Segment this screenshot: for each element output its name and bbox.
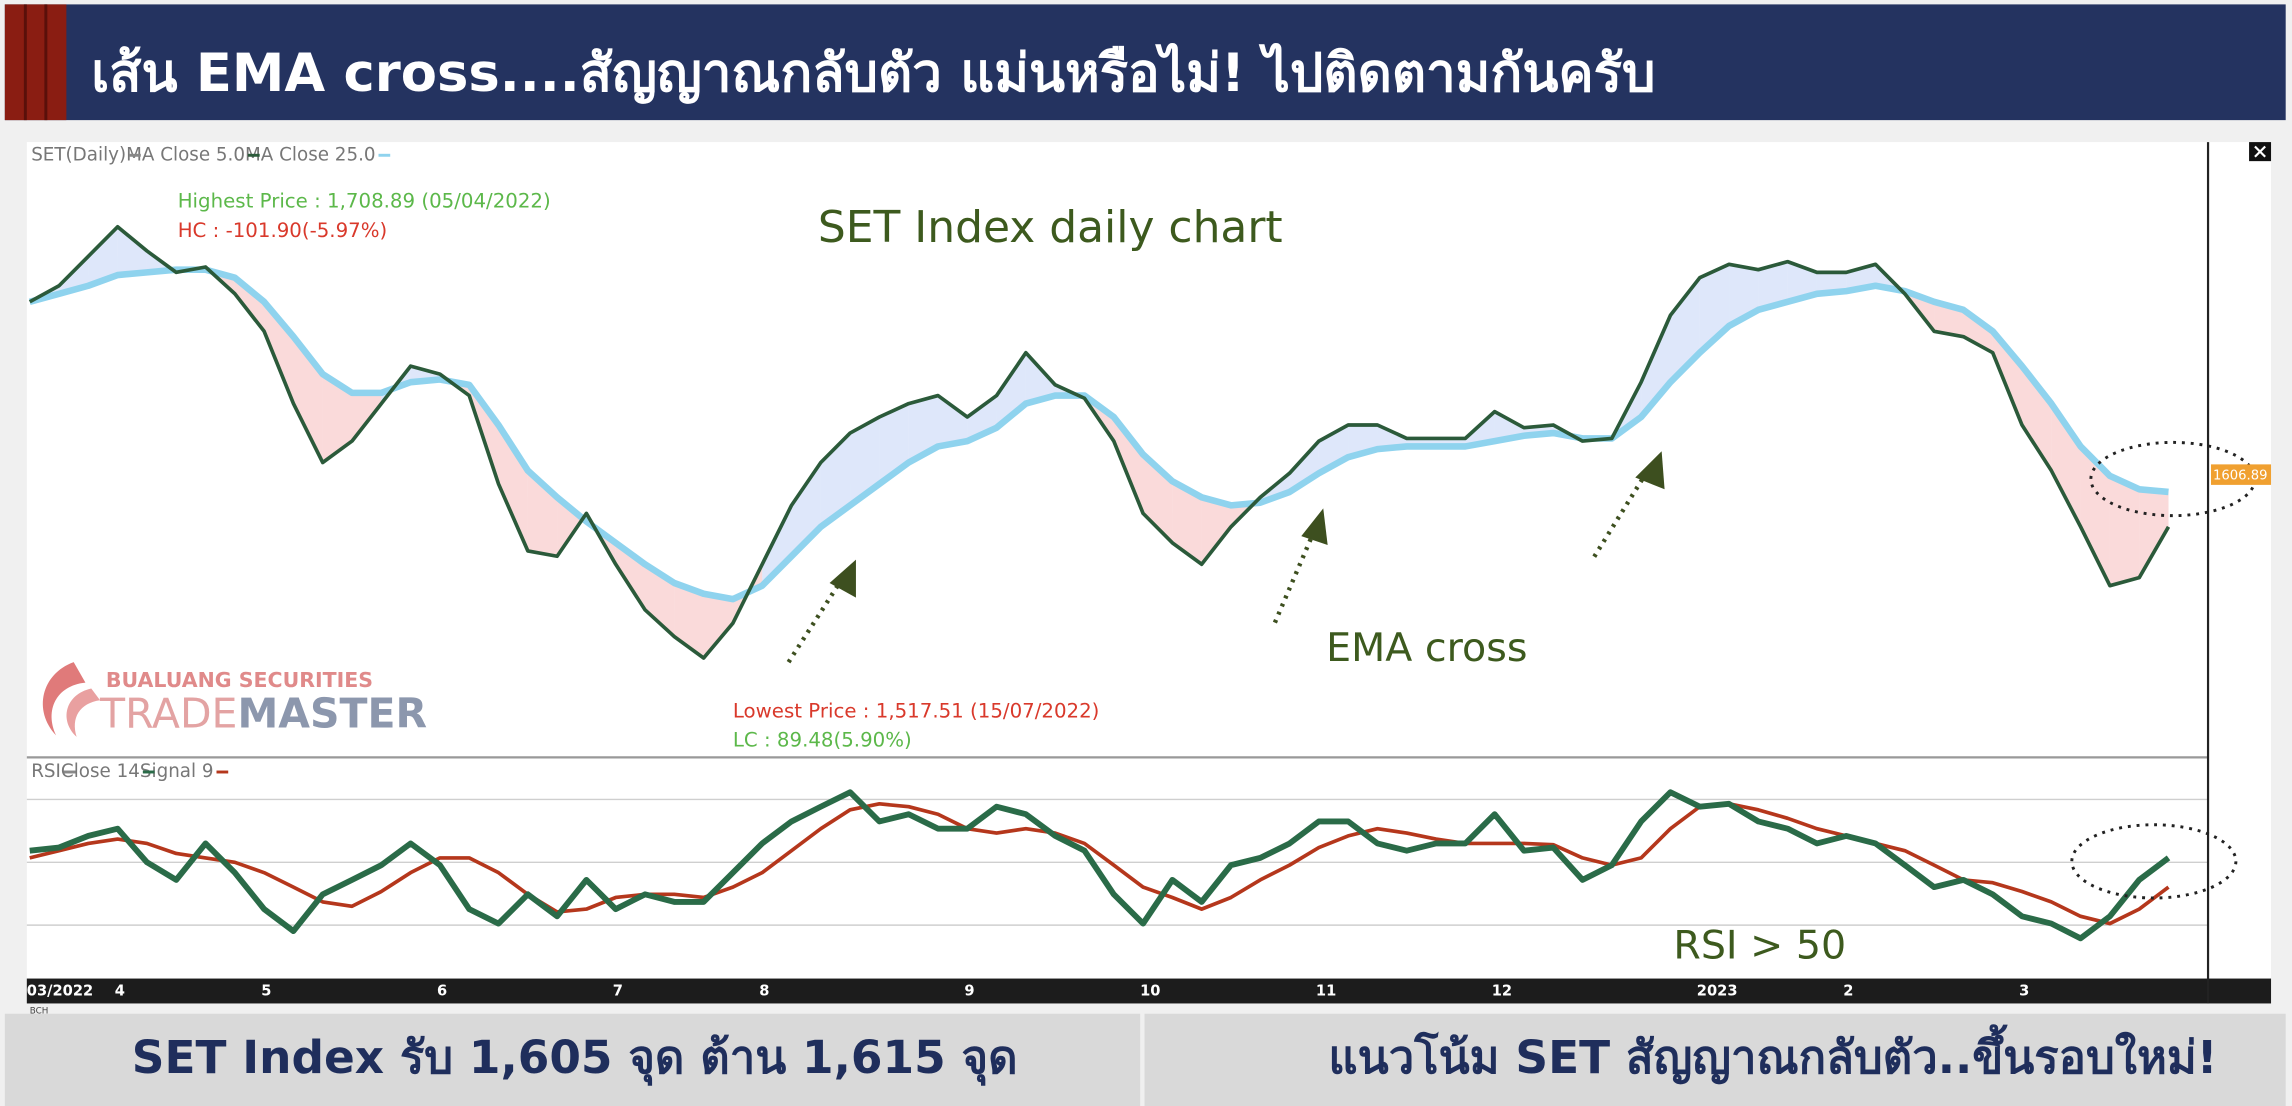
x-tick-label: 8 [759, 983, 769, 1000]
ema-gap-fill [322, 374, 353, 463]
arrow-head [1635, 451, 1665, 490]
x-axis-band [26, 978, 2272, 1004]
x-tick-label: 2023 [1697, 983, 1738, 1000]
x-tick-label: 5 [261, 983, 271, 1000]
x-tick-label: 12 [1492, 983, 1512, 1000]
ema-gap-fill [234, 277, 265, 332]
header-title: เส้น EMA cross....สัญญาณกลับตัว แม่นหรือ… [91, 42, 1655, 104]
ema-gap-fill [1113, 416, 1144, 514]
header-accent [4, 4, 67, 121]
price-tag-label: 1606.89 [2213, 468, 2267, 483]
footer-left: SET Index รับ 1,605 จุด ต้าน 1,615 จุด [132, 1031, 1018, 1086]
footnote: BCH [30, 1006, 49, 1016]
x-tick-label: 10 [1140, 983, 1160, 1000]
annotation: EMA cross [1326, 625, 1527, 671]
header-bar [4, 4, 2286, 121]
arrow-head [1301, 508, 1328, 545]
ema-gap-fill [674, 583, 704, 659]
arrow-shaft [786, 578, 844, 664]
x-tick-label: 4 [115, 983, 125, 1000]
logo: BUALUANG SECURITIES TRADEMASTER [42, 662, 427, 737]
ema-gap-fill [1992, 331, 2023, 426]
ema-gap-fill [264, 301, 294, 404]
ema-gap-fill [1787, 261, 1817, 302]
ema-gap-fill [908, 395, 938, 463]
series-line [28, 266, 2169, 603]
ema-gap-fill [88, 226, 118, 286]
ema-gap-fill [703, 593, 733, 659]
ema-gap-fill [1201, 497, 1231, 565]
ema-gap-fill [645, 564, 675, 637]
x-tick-label: 9 [964, 983, 974, 1000]
footer-box [1144, 1013, 2286, 1106]
annotation: Lowest Price : 1,517.51 (15/07/2022) [733, 699, 1100, 722]
x-tick-label: 3 [2019, 983, 2029, 1000]
logo-swirl [66, 688, 101, 737]
close-icon [2254, 145, 2266, 158]
arrow-head [829, 559, 856, 598]
rsi-chart: RSIClose 14Signal 9 [26, 761, 2209, 942]
ema-gap-fill [498, 425, 528, 551]
ema-gap-fill [2051, 403, 2081, 527]
x-tick-label: 11 [1316, 983, 1336, 1000]
series-line [29, 789, 2171, 942]
ema-gap-fill [1758, 261, 1788, 310]
ema-gap-fill [1641, 315, 1671, 417]
legend-title: RSI [31, 761, 61, 782]
ema-gap-fill [937, 395, 968, 447]
logo-text: TRADEMASTER [99, 689, 427, 737]
ema-gap-fill [2109, 475, 2140, 586]
ema-gap-fill [557, 497, 587, 557]
price-tag [2210, 464, 2272, 485]
annotation: Highest Price : 1,708.89 (05/04/2022) [178, 190, 551, 213]
x-tick-label: 7 [613, 983, 623, 1000]
chart-title: SET Index daily chart [818, 202, 1283, 253]
ema-gap-fill [1816, 272, 1847, 294]
ema-gap-fill [2022, 366, 2052, 471]
footer-right: แนวโน้ม SET สัญญาณกลับตัว..ขึ้นรอบใหม่! [1328, 1024, 2217, 1084]
legend-title: SET(Daily) [31, 144, 126, 165]
ema-gap-fill [762, 505, 792, 586]
annotation: HC : -101.90(-5.97%) [178, 219, 388, 242]
arrow-heads [829, 451, 1665, 598]
ema-gap-fill [1289, 441, 1319, 492]
logo-swirl [42, 662, 86, 736]
logo-text: BUALUANG SECURITIES [106, 668, 373, 692]
series-line [29, 802, 2170, 926]
annotation: LC : 89.48(5.90%) [733, 729, 912, 752]
legend-entry: Signal 9 [140, 761, 214, 782]
ema-gap-fill [1963, 309, 1993, 353]
logo-text-a: TRADE [99, 689, 237, 737]
legend-entry: MA Close 5.0 [126, 144, 245, 165]
ema-gap-fill [2139, 489, 2169, 578]
x-tick-label: 03/2022 [27, 983, 93, 1000]
legend: RSIClose 14Signal 9 [31, 761, 213, 782]
footer-box [4, 1013, 1141, 1106]
x-tick-label: 2 [1843, 983, 1853, 1000]
price-chart: SET(Daily)MA Close 5.0MA Close 25.0 [28, 144, 2171, 660]
arrows [786, 470, 1649, 664]
ema-gap-fill [2080, 446, 2110, 586]
annotation: RSI > 50 [1673, 922, 1846, 968]
series-line [28, 225, 2171, 660]
ema-gap-fill [1377, 425, 1407, 450]
legend: SET(Daily)MA Close 5.0MA Close 25.0 [31, 144, 375, 165]
ema-gap-fill [850, 416, 880, 506]
legend-entry: MA Close 25.0 [245, 144, 376, 165]
legend-entry: Close 14 [61, 761, 140, 782]
x-tick-label: 6 [437, 983, 447, 1000]
ema-gap-fill [1172, 481, 1202, 565]
logo-text-b: MASTER [237, 689, 427, 737]
ema-gap-fill [1025, 352, 1056, 404]
ema-gap-fill [117, 226, 147, 276]
